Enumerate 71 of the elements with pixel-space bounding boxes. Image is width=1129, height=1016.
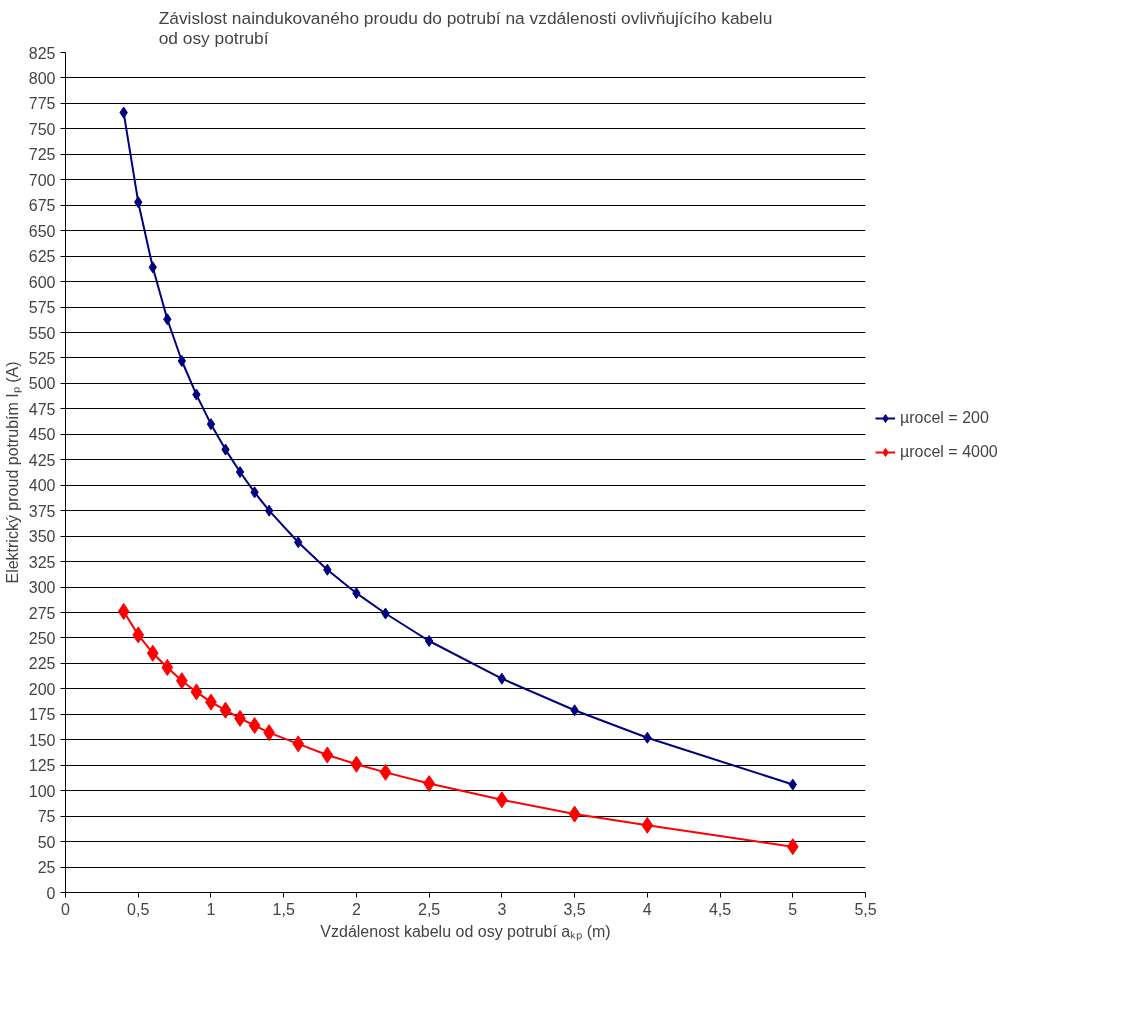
y-tick-label: 425	[28, 451, 56, 469]
y-tick-label: 825	[28, 44, 56, 62]
point	[292, 735, 305, 753]
y-tick-label: 575	[28, 299, 56, 317]
y-tick-label: 50	[37, 833, 56, 851]
x-tick-label: 5	[788, 900, 798, 918]
y-tick-label: 525	[28, 349, 56, 367]
point	[235, 465, 245, 478]
point	[786, 838, 799, 856]
y-tick-label: 150	[28, 731, 56, 749]
y-tick-label: 275	[28, 604, 56, 622]
point	[264, 504, 274, 517]
x-tick-label: 1	[206, 900, 216, 918]
point	[161, 658, 174, 676]
y-tick-label: 225	[28, 655, 56, 673]
x-tick-label: 2,5	[418, 900, 441, 918]
y-tick-label: 500	[28, 375, 56, 393]
y-tick-label: 300	[28, 579, 56, 597]
point	[568, 805, 581, 823]
y-tick-label: 475	[28, 400, 56, 418]
point	[379, 763, 392, 781]
y-tick-label: 650	[28, 222, 56, 240]
x-tick-label: 5,5	[854, 900, 877, 918]
y-axis-title: Elektrický proud potrubím Iₚ (A)	[3, 361, 22, 584]
y-tick-label: 75	[37, 808, 56, 826]
y-tick-label: 325	[28, 553, 56, 571]
point	[497, 672, 507, 685]
point	[132, 626, 145, 644]
y-tick-label: 100	[28, 782, 56, 800]
point	[424, 635, 434, 648]
y-tick-label: 675	[28, 197, 56, 215]
point	[248, 717, 261, 735]
point	[190, 683, 203, 701]
x-tick-label: 0	[61, 900, 71, 918]
point	[219, 701, 232, 719]
y-tick-label: 775	[28, 95, 56, 113]
y-tick-label: 725	[28, 146, 56, 164]
y-tick-label: 175	[28, 706, 56, 724]
y-tick-label: 550	[28, 324, 56, 342]
y-tick-label: 0	[46, 884, 56, 902]
point	[641, 816, 654, 834]
x-tick-label: 3,5	[563, 900, 586, 918]
chart-title: Závislost naindukovaného proudu do potrubí na vzdálenosti ovlivňujícího kabelu od osy potrubí	[158, 7, 773, 48]
y-tick-label: 700	[28, 171, 56, 189]
y-tick-label: 800	[28, 69, 56, 87]
x-tick-label: 4,5	[708, 900, 732, 918]
point	[146, 644, 159, 662]
y-tick-label: 125	[28, 757, 56, 775]
point	[117, 602, 130, 620]
y-tick-label: 350	[28, 528, 56, 546]
y-tick-label: 450	[28, 426, 56, 444]
y-tick-label: 25	[37, 859, 56, 877]
y-tick-label: 400	[28, 477, 56, 495]
x-tick-label: 1,5	[272, 900, 295, 918]
legend-label: µrocel = 200	[900, 409, 989, 427]
x-tick-label: 4	[642, 900, 652, 918]
legend-label: µrocel = 4000	[900, 443, 998, 461]
y-tick-label: 200	[28, 680, 56, 698]
y-tick-label: 375	[28, 502, 56, 520]
point	[350, 755, 363, 773]
x-tick-label: 2	[351, 900, 361, 918]
y-tick-label: 250	[28, 629, 56, 647]
y-tick-label: 625	[28, 248, 56, 266]
x-axis-title: Vzdálenost kabelu od osy potrubí aₖₚ (m)	[320, 922, 611, 941]
x-tick-label: 0,5	[127, 900, 150, 918]
point	[206, 418, 216, 431]
point	[321, 746, 334, 764]
x-tick-label: 3	[497, 900, 507, 918]
point	[177, 355, 187, 368]
y-tick-label: 600	[28, 273, 56, 291]
y-tick-label: 750	[28, 120, 56, 138]
